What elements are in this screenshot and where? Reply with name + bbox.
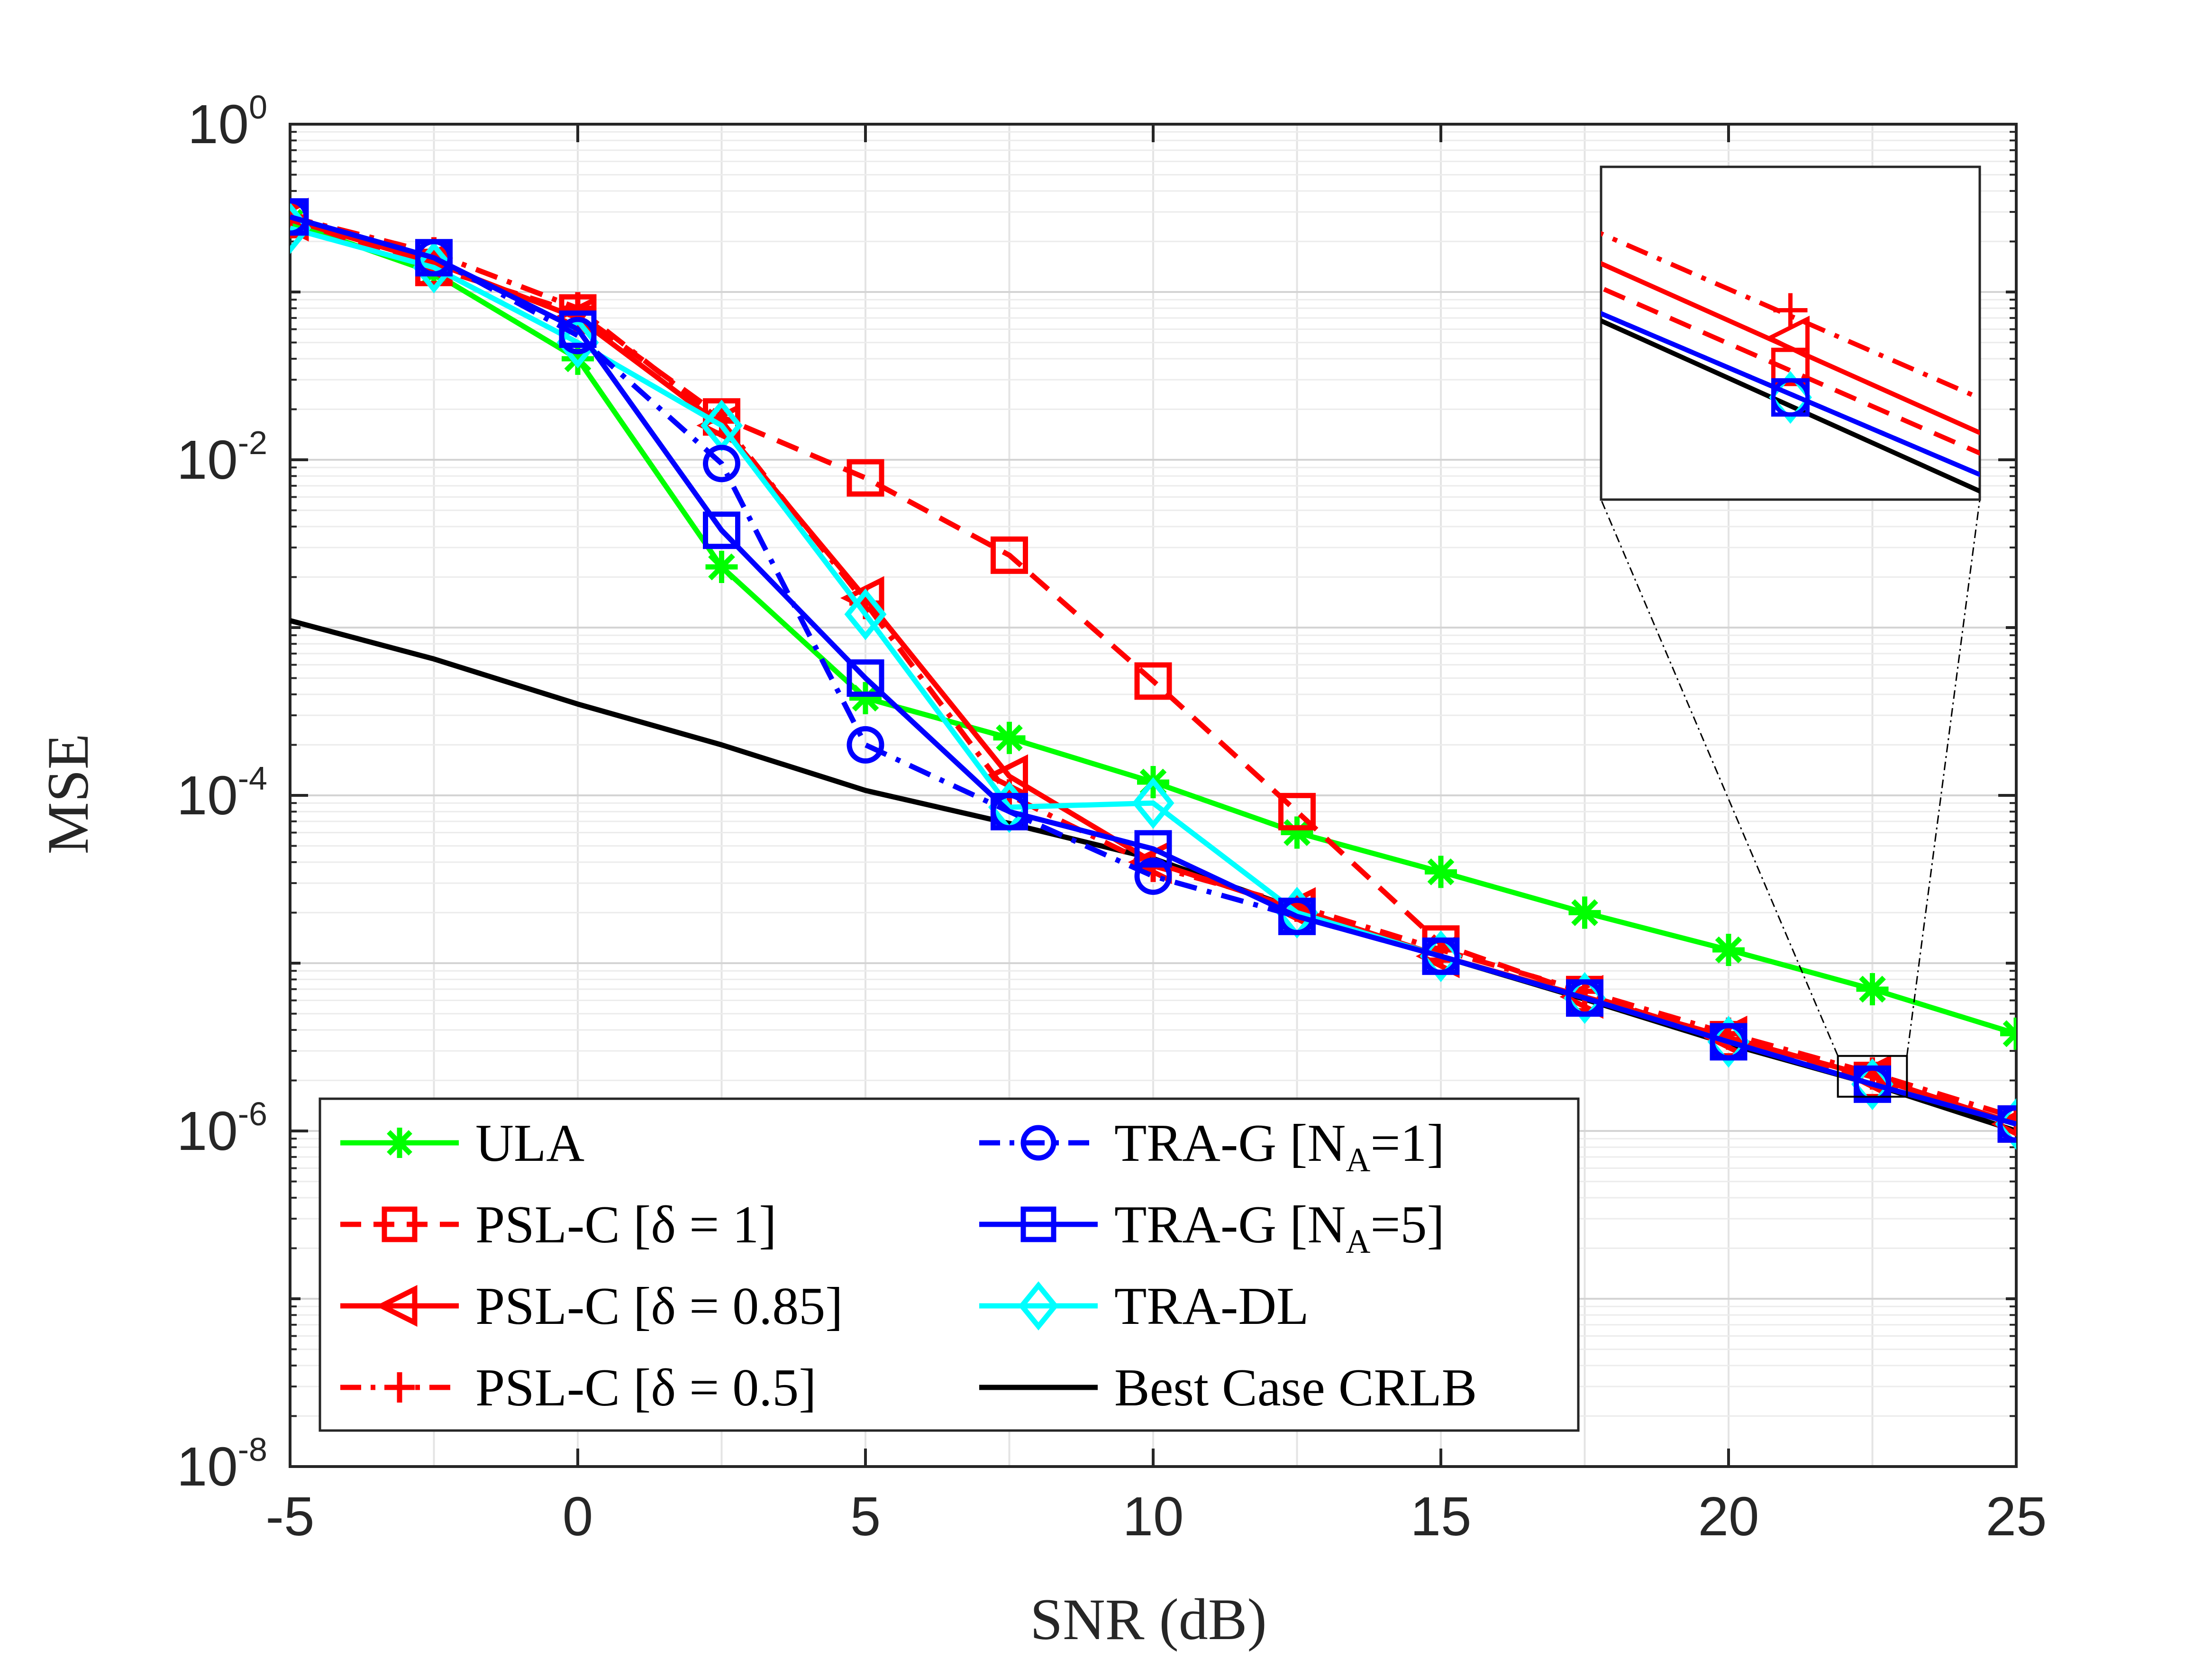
legend-marker — [375, 1285, 418, 1327]
data-point — [847, 659, 884, 697]
data-point — [556, 316, 599, 369]
series-4 — [290, 198, 2016, 1143]
data-point — [1712, 933, 1745, 966]
data-point — [1425, 856, 1457, 888]
data-point — [1422, 937, 1460, 975]
data-point — [1710, 1023, 1748, 1061]
x-tick-label: 0 — [563, 1486, 593, 1547]
legend-label: PSL-C [δ = 0.5] — [475, 1358, 817, 1417]
legend-marker — [384, 1128, 415, 1158]
inset-data-point — [1771, 378, 1810, 417]
data-point — [1134, 662, 1172, 700]
data-point — [1132, 777, 1174, 829]
legend-entry-right-2: TRA-DL — [979, 1277, 1309, 1336]
legend-label: TRA-G [NA=1] — [1114, 1114, 1445, 1179]
legend-marker — [1020, 1206, 1056, 1242]
legend-marker — [1020, 1125, 1056, 1161]
x-tick-label: 15 — [1410, 1486, 1471, 1547]
legend-label: TRA-DL — [1114, 1277, 1309, 1336]
data-point — [1281, 816, 1313, 849]
inset-series — [1601, 231, 1980, 494]
legend: ULA PSL-C [δ = 1] PSL-C [δ = 0.85] PSL-C [δ… — [319, 1097, 1580, 1432]
data-point — [993, 721, 1026, 754]
data-point — [413, 241, 455, 293]
legend-label: Best Case CRLB — [1114, 1358, 1477, 1417]
legend-entry-right-0: TRA-G [NA=1] — [979, 1114, 1445, 1179]
legend-label: PSL-C [δ = 1] — [475, 1195, 777, 1254]
legend-entry-left-3: PSL-C [δ = 0.5] — [340, 1358, 817, 1417]
legend-entry-left-2: PSL-C [δ = 0.85] — [340, 1277, 843, 1336]
legend-marker — [382, 1206, 418, 1242]
zoom-inset — [1600, 165, 1981, 1098]
plot-area: -5 0 5 10 15 20 25 100 10-2 10-4 10-6 10-8 — [177, 89, 2047, 1547]
data-point — [415, 239, 453, 277]
series-group — [290, 197, 2016, 1150]
series-line — [290, 214, 2016, 1127]
legend-entry-right-1: TRA-G [NA=5] — [979, 1195, 1445, 1260]
inset-box — [1600, 165, 1981, 501]
data-point — [1134, 830, 1172, 868]
inset-data-point — [1765, 315, 1810, 360]
data-point — [849, 682, 882, 714]
zoom-connector-left — [1600, 499, 1839, 1057]
data-point — [1568, 896, 1601, 929]
legend-entry-left-0: ULA — [340, 1114, 584, 1173]
data-point — [1134, 857, 1172, 895]
legend-label: ULA — [475, 1114, 584, 1173]
y-axis-label: MSE — [36, 734, 100, 855]
data-point — [705, 550, 738, 583]
data-point — [991, 536, 1028, 574]
axis-labels: SNR (dB) MSE — [36, 734, 1267, 1652]
inset-series-2 — [1601, 261, 1980, 436]
tick-labels: -5 0 5 10 15 20 25 100 10-2 10-4 10-6 10-8 — [177, 89, 2047, 1547]
data-point — [1854, 1065, 1891, 1103]
legend-box — [319, 1097, 1580, 1432]
inset-series-line — [1601, 318, 1980, 494]
data-point — [559, 317, 597, 355]
legend-label: PSL-C [δ = 0.85] — [475, 1277, 843, 1336]
y-tick-label: 10-4 — [177, 760, 267, 826]
y-tick-label: 100 — [188, 89, 267, 155]
y-tick-label: 10-6 — [177, 1095, 267, 1162]
inset-data-point — [1773, 293, 1808, 328]
y-tick-label: 10-8 — [177, 1431, 267, 1497]
data-point — [1278, 793, 1316, 830]
data-point — [703, 445, 740, 483]
zoom-connector-right — [1906, 499, 1981, 1056]
data-point — [1278, 897, 1316, 935]
data-point — [844, 588, 887, 640]
zoom-region-box — [1837, 1055, 1908, 1098]
data-point — [847, 726, 884, 764]
data-point — [562, 342, 594, 375]
data-point — [290, 198, 309, 236]
inset-series-line — [1601, 311, 1980, 477]
data-point — [1566, 979, 1603, 1017]
data-point — [703, 511, 740, 549]
inset-series-line — [1601, 285, 1980, 456]
x-axis-label: SNR (dB) — [1030, 1587, 1267, 1652]
inset-series-3 — [1601, 231, 1980, 401]
legend-entry-right-3: Best Case CRLB — [979, 1358, 1477, 1417]
legend-label: TRA-G [NA=5] — [1114, 1195, 1445, 1260]
inset-series-7 — [1601, 318, 1980, 494]
legend-entry-left-1: PSL-C [δ = 1] — [340, 1195, 777, 1254]
legend-marker — [384, 1372, 415, 1403]
y-tick-label: 10-2 — [177, 424, 267, 491]
x-tick-label: 20 — [1698, 1486, 1759, 1547]
x-tick-label: 25 — [1985, 1486, 2047, 1547]
x-tick-label: 10 — [1122, 1486, 1183, 1547]
data-point — [1856, 973, 1889, 1005]
data-point — [1997, 1105, 2016, 1143]
legend-marker — [1018, 1281, 1059, 1331]
data-point — [847, 459, 884, 497]
data-point — [991, 793, 1028, 830]
x-tick-label: -5 — [265, 1486, 314, 1547]
inset-series-4 — [1601, 311, 1980, 477]
x-tick-label: 5 — [850, 1486, 881, 1547]
